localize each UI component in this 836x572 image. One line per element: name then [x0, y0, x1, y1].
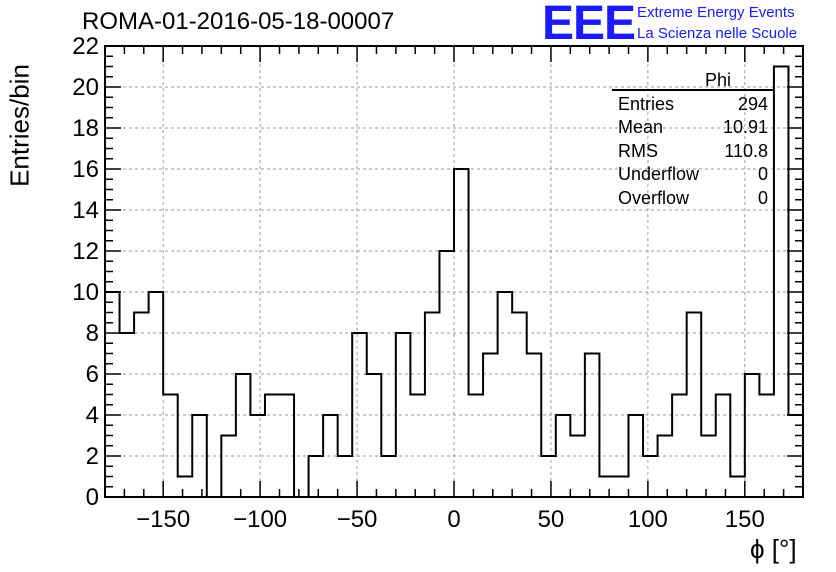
x-axis-label: ϕ [°]	[750, 534, 797, 564]
histogram-title: ROMA-01-2016-05-18-00007	[82, 8, 395, 35]
y-tick-label: 20	[72, 74, 99, 101]
logo-tagline-2: La Scienza nelle Scuole	[637, 25, 798, 42]
y-tick-label: 12	[72, 238, 99, 265]
stats-label: Mean	[618, 117, 664, 138]
axis-ticks	[105, 45, 803, 498]
stats-label: Entries	[618, 94, 675, 114]
stats-row-entries: Entries 294	[612, 93, 774, 116]
stats-value: 294	[737, 94, 768, 114]
stats-value: 10.91	[722, 117, 768, 138]
y-tick-label: 14	[72, 197, 99, 224]
stats-name: Phi	[704, 70, 731, 90]
stats-row-rms: RMS 110.8	[612, 140, 774, 163]
stats-row-overflow: Overflow 0	[612, 187, 774, 210]
stats-value: 0	[757, 187, 768, 208]
eee-logo: EEE	[542, 0, 636, 50]
stats-row-underflow: Underflow 0	[612, 163, 774, 186]
x-tick-label: −50	[337, 506, 378, 533]
x-tick-label: 100	[628, 506, 668, 533]
x-tick-label: 0	[447, 506, 460, 533]
stats-value: 110.8	[724, 140, 768, 161]
histogram-outline	[105, 65, 804, 498]
x-tick-label: −100	[233, 506, 287, 533]
y-tick-label: 8	[86, 320, 99, 347]
stats-value: 0	[757, 164, 768, 185]
y-axis-label: Entries/bin	[4, 64, 35, 187]
x-tick-label: 50	[538, 506, 565, 533]
stats-divider	[612, 89, 774, 91]
y-tick-label: 22	[72, 33, 99, 60]
y-tick-label: 4	[86, 402, 99, 429]
stats-label: Overflow	[618, 187, 690, 208]
y-tick-label: 0	[86, 484, 99, 511]
y-tick-label: 18	[72, 115, 99, 142]
y-tick-label: 6	[86, 361, 99, 388]
stats-label: Underflow	[618, 164, 700, 185]
stats-row-mean: Mean 10.91	[612, 116, 774, 139]
y-tick-label: 2	[86, 443, 99, 470]
x-tick-label: −150	[136, 506, 190, 533]
axis-tick-labels: −150 −100 −50 0 50 100 150 0 2 4 6 8 10 12 14 16 18 20 22	[72, 33, 765, 533]
x-tick-label: 150	[725, 506, 765, 533]
y-tick-label: 10	[72, 279, 99, 306]
y-tick-label: 16	[72, 156, 99, 183]
stats-label: RMS	[618, 140, 658, 161]
stats-box: Phi Entries 294 Mean 10.91 RMS 110.8 Underf…	[612, 70, 774, 210]
logo-tagline-1: Extreme Energy Events	[637, 4, 795, 21]
